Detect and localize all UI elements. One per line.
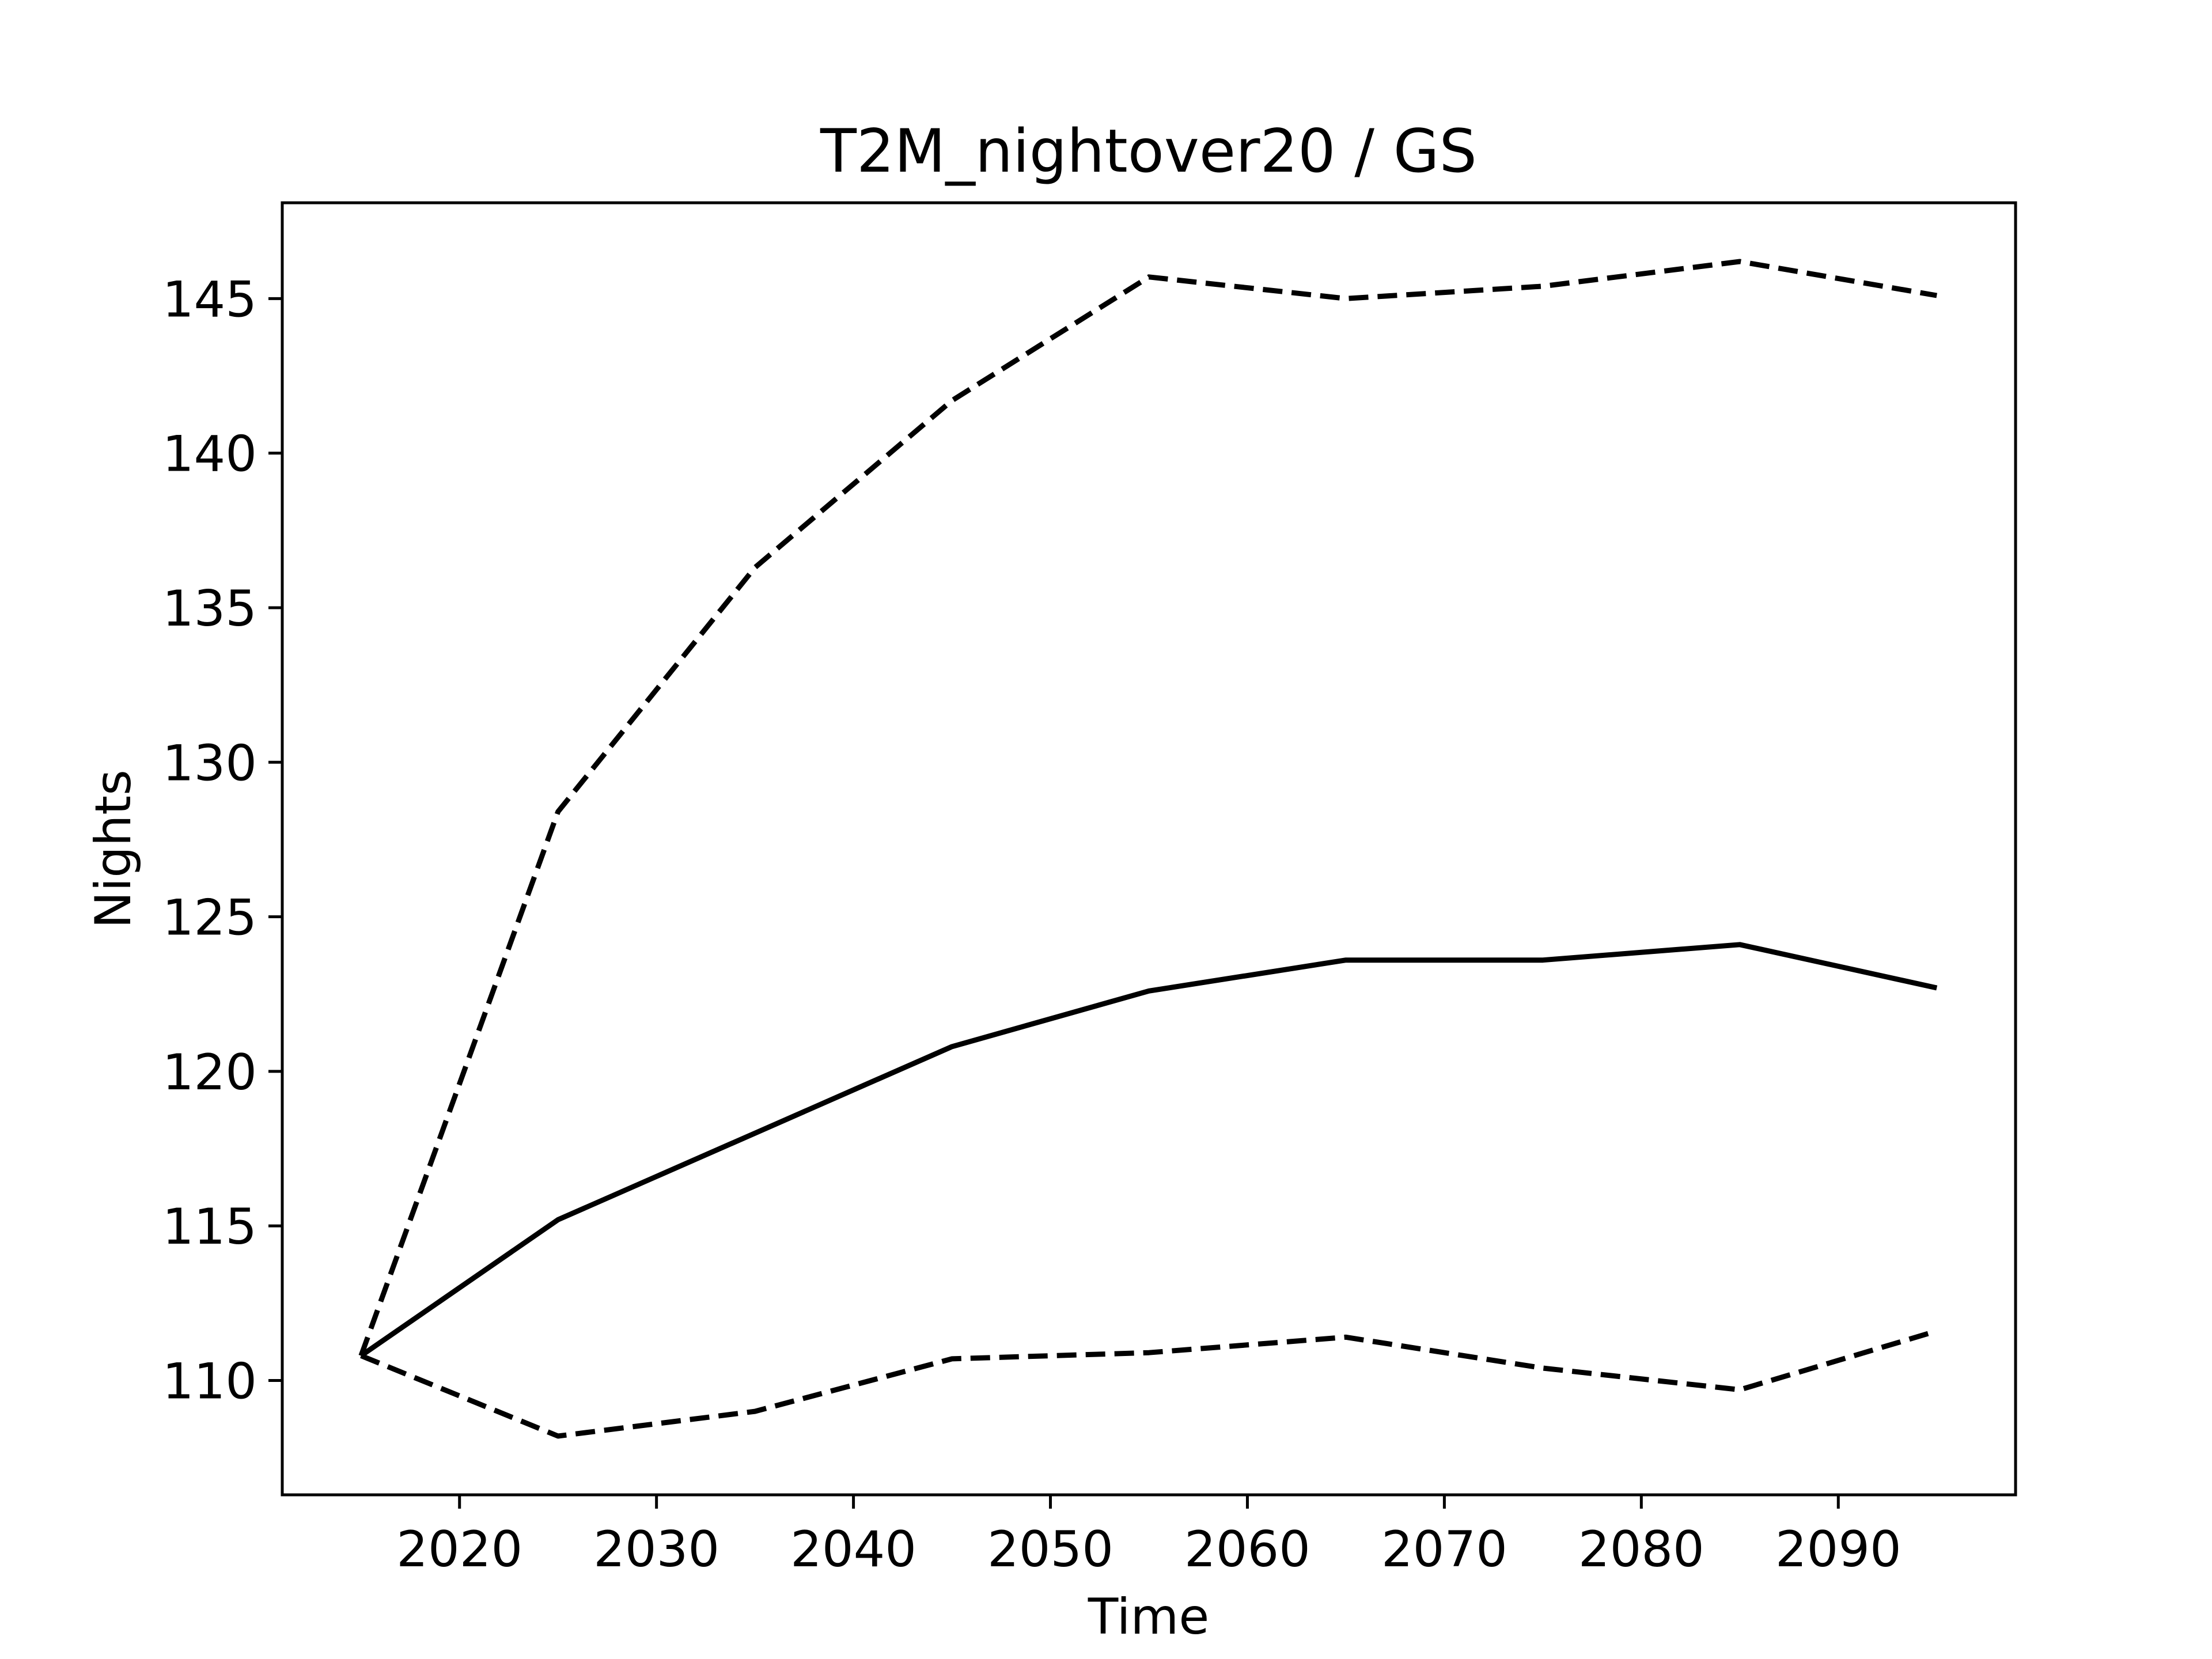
- x-tick-label: 2090: [1775, 1521, 1902, 1578]
- plot-frame: [281, 201, 2017, 1497]
- x-tick-label: 2080: [1578, 1521, 1705, 1578]
- y-tick-label: 115: [162, 1198, 257, 1256]
- y-axis-label: Nights: [85, 770, 142, 929]
- y-tick-label: 140: [162, 426, 257, 483]
- x-tick-label: 2030: [593, 1521, 719, 1578]
- series-line-3: [360, 1328, 1938, 1439]
- x-tick-label: 2070: [1381, 1521, 1508, 1578]
- y-tick-label: 125: [162, 889, 257, 947]
- series-line-1: [358, 259, 1937, 1357]
- y-axis: 110 115 120 125 130 135 140 145: [162, 271, 282, 1410]
- y-tick-label: 135: [162, 580, 257, 638]
- y-tick-label: 110: [162, 1353, 257, 1410]
- series-line-2: [359, 942, 1938, 1358]
- x-axis-label: Time: [1088, 1588, 1209, 1646]
- x-axis: 2020 2030 2040 2050 2060 2070 2080 2090: [396, 1495, 1902, 1578]
- chart-title: T2M_nightover20 / GS: [820, 117, 1477, 186]
- x-tick-label: 2040: [790, 1521, 916, 1578]
- x-tick-label: 2050: [987, 1521, 1113, 1578]
- series-layer: [358, 259, 1938, 1439]
- y-tick-label: 120: [162, 1044, 257, 1101]
- y-tick-label: 130: [162, 734, 257, 792]
- x-tick-label: 2020: [396, 1521, 522, 1578]
- y-tick-label: 145: [162, 271, 257, 328]
- x-tick-label: 2060: [1184, 1521, 1310, 1578]
